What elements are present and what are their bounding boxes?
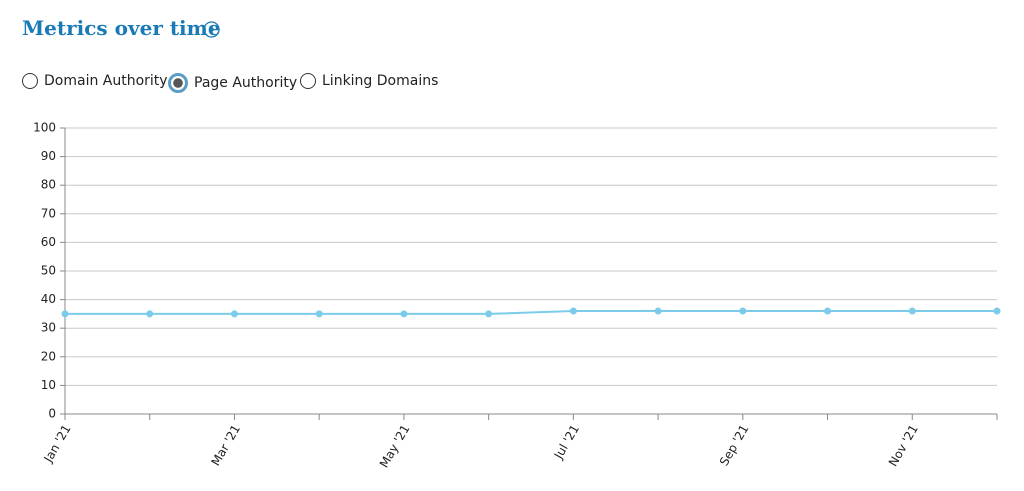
info-link-icon[interactable] [203,21,220,38]
x-tick-label: Nov '21 [886,422,921,469]
data-line [65,310,997,315]
data-point [569,307,577,315]
data-point [824,307,832,315]
data-point [400,310,408,318]
y-tick-label: 100 [33,121,56,135]
data-point [61,310,69,318]
radio-option[interactable]: Linking Domains [300,73,438,89]
data-point [908,307,916,315]
radio-option[interactable]: Page Authority [168,73,297,93]
data-point [230,310,238,318]
radio-label[interactable]: Page Authority [194,75,298,91]
y-tick-label: 60 [41,235,56,249]
y-tick-label: 0 [48,407,56,421]
radio-button[interactable] [300,73,316,89]
x-tick-label: May '21 [377,422,413,470]
data-point [654,307,662,315]
y-tick-label: 70 [41,206,56,220]
y-tick-label: 30 [41,321,56,335]
y-tick-label: 20 [41,349,56,363]
y-tick-label: 90 [41,149,56,163]
radio-label[interactable]: Linking Domains [322,73,439,89]
radio-label[interactable]: Domain Authority [44,73,168,89]
y-tick-label: 10 [41,378,56,392]
data-point [315,310,323,318]
x-tick-label: Sep '21 [717,422,752,468]
data-point [146,310,154,318]
data-point [739,307,747,315]
data-point [993,307,1001,315]
section-title: Metrics over time [22,16,221,40]
x-tick-label: Jan '21 [41,422,74,465]
radio-button[interactable] [22,73,38,89]
x-tick-label: Jul '21 [551,422,582,462]
chart: 0 10 20 30 40 50 60 70 80 90 100 Jan '21 Mar '21 May … [33,121,1001,470]
radio-button[interactable] [168,73,188,93]
y-tick-label: 50 [41,264,56,278]
x-tick-label: Mar '21 [208,422,243,468]
y-tick-label: 40 [41,292,56,306]
radio-option[interactable]: Domain Authority [22,73,168,89]
y-tick-label: 80 [41,178,56,192]
data-point [485,310,493,318]
